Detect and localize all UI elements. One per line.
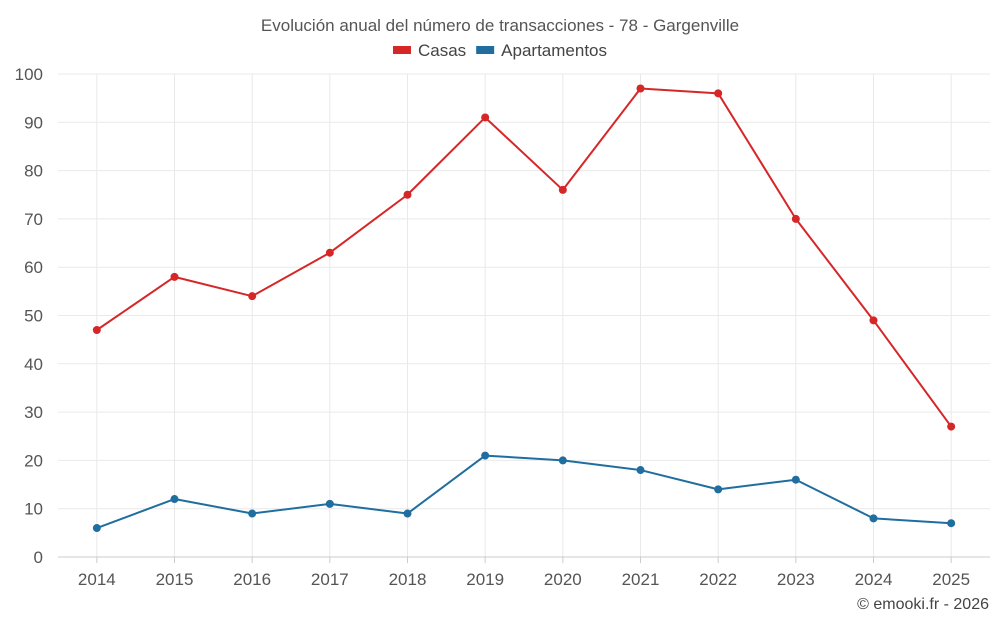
x-tick-label: 2016 [233,570,271,589]
data-point-apartamentos[interactable] [92,524,101,533]
legend-swatch [476,46,495,54]
x-tick-label: 2022 [699,570,737,589]
data-point-casas[interactable] [403,190,412,199]
data-point-apartamentos[interactable] [170,495,179,504]
data-point-casas[interactable] [92,325,101,334]
credit-text: © emooki.fr - 2026 [857,596,989,613]
data-point-apartamentos[interactable] [636,466,645,475]
y-tick-label: 80 [24,162,43,181]
series-line-casas [96,87,952,428]
x-tick-label: 2015 [156,570,194,589]
y-tick-label: 90 [24,113,43,132]
data-point-casas[interactable] [325,248,334,257]
data-point-apartamentos[interactable] [403,509,412,518]
x-tick-label: 2025 [932,570,970,589]
data-point-apartamentos[interactable] [558,456,567,465]
data-point-apartamentos[interactable] [325,499,334,508]
data-point-apartamentos[interactable] [791,475,800,484]
data-point-apartamentos[interactable] [714,485,723,494]
legend-label: Casas [418,41,466,60]
data-point-casas[interactable] [714,89,723,98]
data-point-casas[interactable] [636,84,645,93]
series-line-apartamentos [96,454,952,529]
data-point-apartamentos[interactable] [869,514,878,523]
data-point-casas[interactable] [248,292,257,301]
legend-label: Apartamentos [501,41,607,60]
x-tick-label: 2024 [855,570,893,589]
x-tick-label: 2020 [544,570,582,589]
legend-item-apartamentos[interactable]: Apartamentos [476,41,607,60]
x-tick-label: 2023 [777,570,815,589]
data-point-casas[interactable] [947,422,956,431]
data-point-casas[interactable] [170,272,179,281]
y-tick-label: 70 [24,210,43,229]
grid [58,73,990,558]
data-point-apartamentos[interactable] [248,509,257,518]
data-point-apartamentos[interactable] [947,519,956,528]
data-point-apartamentos[interactable] [481,451,490,460]
series-casas [92,84,956,431]
data-point-casas[interactable] [869,316,878,325]
x-tick-label: 2019 [466,570,504,589]
x-tick-label: 2018 [389,570,427,589]
legend-swatch [392,46,411,54]
x-tick-label: 2017 [311,570,349,589]
data-point-casas[interactable] [558,185,567,194]
series-apartamentos [92,451,956,533]
legend[interactable]: Casas Apartamentos [392,41,607,60]
y-tick-label: 10 [24,500,43,519]
legend-item-casas[interactable]: Casas [392,41,466,60]
y-tick-label: 40 [24,355,43,374]
y-tick-label: 100 [15,65,43,84]
y-tick-label: 60 [24,258,43,277]
x-tick-label: 2014 [78,570,116,589]
x-tick-label: 2021 [622,570,660,589]
axes: 0 10 20 30 40 50 60 70 80 90 100 2014 2015 2016 2017 20… [15,65,990,589]
data-point-casas[interactable] [791,214,800,223]
chart-title: Evolución anual del número de transaccio… [261,16,739,35]
y-tick-label: 20 [24,451,43,470]
y-tick-label: 30 [24,403,43,422]
y-tick-label: 0 [34,548,43,567]
data-point-casas[interactable] [481,113,490,122]
series-layer [92,84,956,533]
y-tick-label: 50 [24,307,43,326]
